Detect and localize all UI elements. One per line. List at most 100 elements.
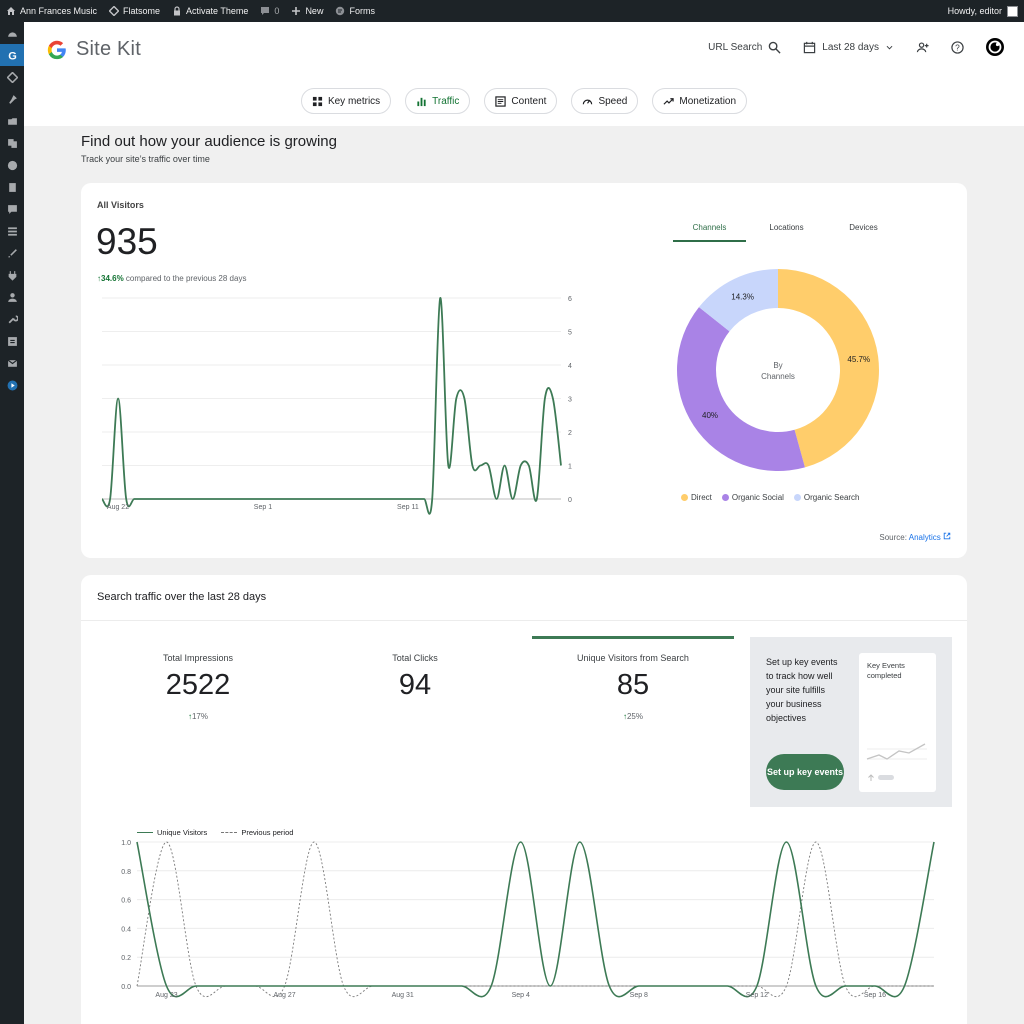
greeting: Howdy, editor (947, 6, 1002, 16)
menu-blocks[interactable] (0, 220, 24, 242)
x-tick-label: Sep 16 (864, 992, 886, 999)
preview-title: Key Events completed (867, 661, 905, 680)
menu-play[interactable] (0, 374, 24, 396)
calendar-icon (804, 41, 816, 53)
y-tick-label: 0.0 (121, 984, 131, 991)
site-kit-logo: Site Kit (46, 38, 141, 61)
site-kit-menu-button[interactable] (986, 38, 1004, 56)
menu-flatsome[interactable] (0, 66, 24, 88)
tab-label: Traffic (432, 95, 460, 107)
share-dashboard-button[interactable] (916, 41, 929, 54)
date-range-select[interactable]: Last 28 days (803, 41, 894, 54)
legend-label: Unique Visitors (157, 828, 208, 837)
date-range-label: Last 28 days (822, 41, 879, 53)
admin-bar-forms[interactable]: Forms (329, 0, 381, 22)
admin-bar-site[interactable]: Ann Frances Music (0, 0, 103, 22)
metric-unique-visitors[interactable]: Unique Visitors from Search 85 ↑25% (533, 653, 733, 721)
menu-mail[interactable] (0, 352, 24, 374)
legend-line (137, 832, 153, 833)
active-metric-indicator (532, 636, 734, 639)
slice-label: 40% (702, 411, 718, 420)
help-button[interactable]: ? (951, 40, 964, 54)
y-tick-label: 4 (568, 363, 572, 370)
tab-devices[interactable]: Devices (849, 223, 878, 232)
comments-count: 0 (274, 6, 280, 16)
delta-text: compared to the previous 28 days (125, 274, 247, 283)
donut-slice (778, 269, 879, 468)
x-tick-label: Sep 12 (746, 992, 768, 999)
set-up-key-events-button[interactable]: Set up key events (766, 754, 844, 790)
help-icon: ? (951, 40, 964, 54)
metric-clicks[interactable]: Total Clicks 94 (315, 653, 515, 702)
legend-dot (721, 494, 729, 501)
tab-label: Speed (598, 95, 628, 107)
tab-channels[interactable]: Channels (673, 223, 746, 242)
search-traffic-title: Search traffic over the last 28 days (97, 591, 267, 603)
menu-dashboard[interactable] (0, 22, 24, 44)
admin-bar-account[interactable]: Howdy, editor (947, 5, 1024, 17)
menu-users[interactable] (0, 286, 24, 308)
site-name: Ann Frances Music (20, 6, 98, 16)
slice-label: 14.3% (731, 293, 754, 302)
all-visitors-value: 935 (96, 221, 158, 262)
analytics-link[interactable]: Analytics (908, 533, 941, 542)
legend-organic-social: Organic Social (721, 493, 784, 502)
legend-organic-search: Organic Search (793, 493, 860, 502)
legend-label: Organic Social (731, 493, 784, 502)
tab-key-metrics[interactable]: Key metrics (300, 88, 392, 114)
tab-traffic[interactable]: Traffic (405, 88, 471, 114)
menu-comments[interactable] (0, 198, 24, 220)
x-tick-label: Sep 8 (630, 992, 648, 999)
metric-delta: ↑17% (98, 712, 298, 721)
external-link-icon[interactable] (943, 532, 951, 540)
url-search-label: URL Search (708, 41, 763, 53)
search-chart-legend: Unique Visitors Previous period (137, 828, 293, 837)
tab-monetization[interactable]: Monetization (652, 88, 748, 114)
x-tick-label: Sep 11 (397, 504, 419, 511)
metric-value: 2522 (165, 669, 231, 701)
admin-bar-new[interactable]: New (285, 0, 329, 22)
menu-plugins[interactable] (0, 264, 24, 286)
theme-name: Flatsome (123, 6, 161, 16)
legend-label: Previous period (241, 828, 294, 837)
menu-media[interactable] (0, 110, 24, 132)
menu-pages[interactable] (0, 132, 24, 154)
metric-label: Unique Visitors from Search (577, 653, 689, 663)
admin-bar-comments[interactable]: 0 (254, 0, 285, 22)
metric-value: 85 (616, 669, 650, 701)
donut-slice (698, 269, 778, 332)
menu-docs[interactable] (0, 176, 24, 198)
url-search-button[interactable]: URL Search (708, 41, 781, 54)
all-visitors-delta: ↑34.6% compared to the previous 28 days (97, 274, 246, 283)
pin-icon (8, 94, 17, 104)
metric-impressions[interactable]: Total Impressions 2522 ↑17% (98, 653, 298, 721)
admin-bar: Ann Frances Music Flatsome Activate Them… (0, 0, 1024, 22)
menu-tools[interactable] (0, 308, 24, 330)
settings-icon (7, 336, 17, 346)
menu-posts[interactable] (0, 88, 24, 110)
bar-chart-icon (417, 97, 426, 106)
tab-content[interactable]: Content (484, 88, 558, 114)
dimension-tabs: Channels Locations Devices (673, 223, 919, 242)
plugin-icon (8, 270, 16, 281)
admin-bar-activate-theme[interactable]: Activate Theme (166, 0, 254, 22)
mail-icon (7, 359, 17, 367)
search-traffic-card: Search traffic over the last 28 days Tot… (81, 575, 967, 1024)
flatsome-icon (109, 6, 120, 16)
menu-site-kit[interactable]: G (0, 44, 24, 66)
tab-speed[interactable]: Speed (571, 88, 639, 114)
brush-icon (7, 248, 17, 258)
add-user-icon (916, 41, 929, 52)
admin-bar-theme[interactable]: Flatsome (103, 0, 166, 22)
site-kit-circle-icon (986, 38, 1004, 56)
menu-settings[interactable] (0, 330, 24, 352)
tab-locations[interactable]: Locations (769, 223, 804, 232)
svg-text:?: ? (955, 42, 960, 52)
key-events-preview: Key Events completed (859, 653, 936, 792)
menu-forms[interactable] (0, 154, 24, 176)
donut-slice (677, 307, 805, 471)
tab-label: Monetization (679, 95, 737, 107)
menu-appearance[interactable] (0, 242, 24, 264)
plus-icon (292, 7, 301, 15)
search-icon (768, 41, 781, 54)
